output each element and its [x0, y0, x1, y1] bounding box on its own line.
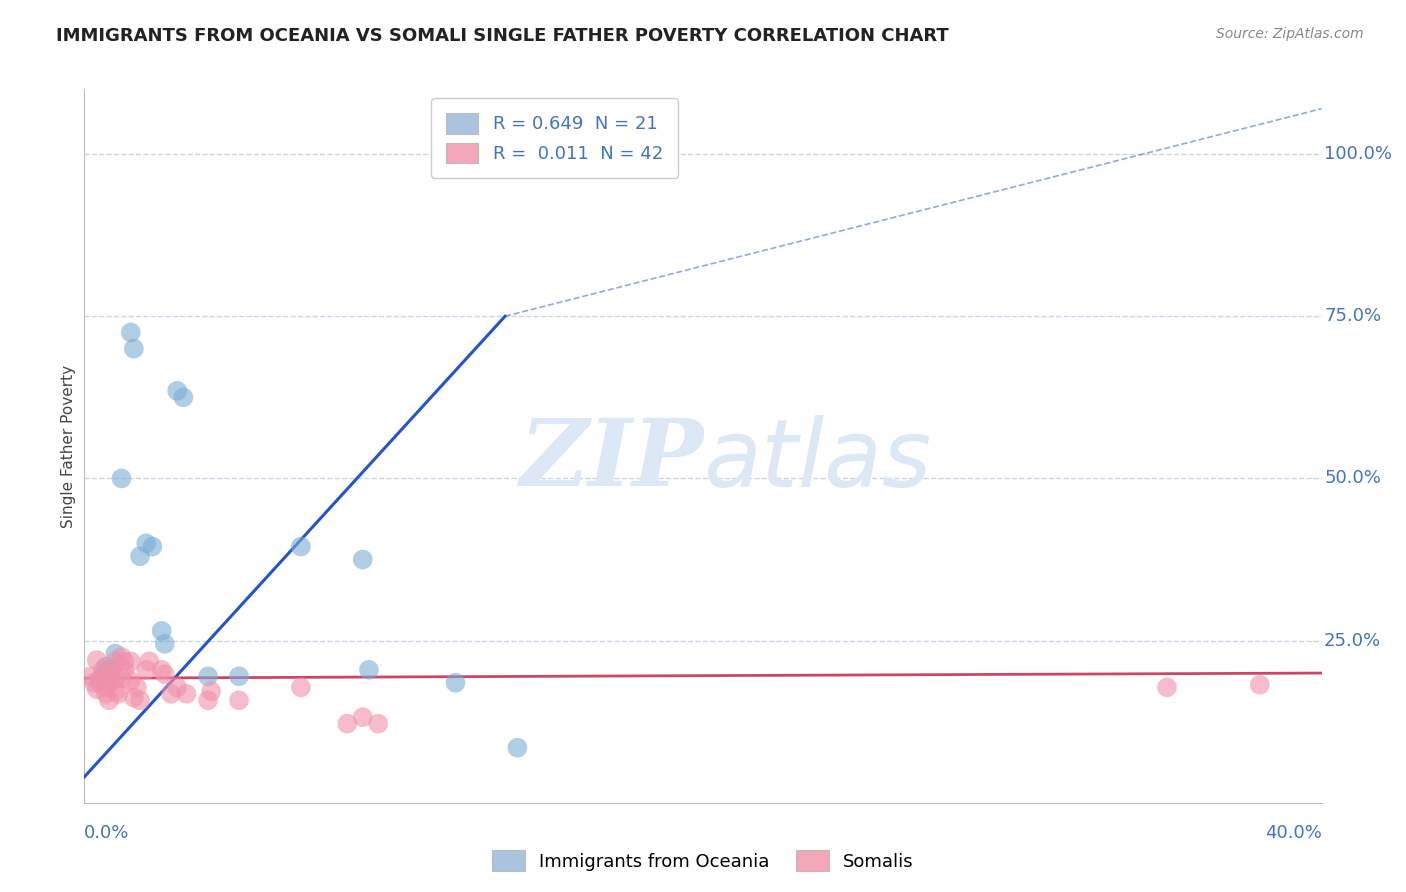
Y-axis label: Single Father Poverty: Single Father Poverty — [60, 365, 76, 527]
Point — [153, 667, 176, 681]
Text: ZIP: ZIP — [519, 416, 703, 505]
Point — [79, 669, 101, 683]
Point — [129, 693, 152, 707]
Point — [89, 673, 111, 687]
Text: 75.0%: 75.0% — [1324, 307, 1381, 326]
Point — [228, 693, 250, 707]
Point — [176, 687, 198, 701]
Point — [91, 669, 114, 683]
Text: 50.0%: 50.0% — [1324, 469, 1381, 487]
Point — [122, 342, 145, 356]
Point — [107, 687, 129, 701]
Point — [197, 693, 219, 707]
Point — [122, 690, 145, 705]
Point — [367, 716, 389, 731]
Point — [290, 681, 312, 695]
Point — [98, 663, 121, 677]
Text: 25.0%: 25.0% — [1324, 632, 1381, 649]
Text: Source: ZipAtlas.com: Source: ZipAtlas.com — [1216, 27, 1364, 41]
Point — [83, 675, 105, 690]
Point — [110, 671, 132, 685]
Text: atlas: atlas — [703, 415, 931, 506]
Point — [138, 654, 160, 668]
Point — [125, 681, 148, 695]
Point — [135, 663, 157, 677]
Point — [150, 624, 173, 638]
Point — [104, 654, 127, 668]
Text: 100.0%: 100.0% — [1324, 145, 1392, 163]
Point — [160, 687, 183, 701]
Point — [120, 326, 142, 340]
Point — [1249, 678, 1271, 692]
Point — [114, 663, 136, 677]
Point — [94, 687, 117, 701]
Point — [166, 384, 188, 398]
Text: 40.0%: 40.0% — [1265, 824, 1322, 842]
Point — [101, 673, 124, 688]
Point — [290, 540, 312, 554]
Text: 0.0%: 0.0% — [84, 824, 129, 842]
Point — [166, 681, 188, 695]
Point — [129, 549, 152, 564]
Point — [86, 682, 108, 697]
Point — [135, 536, 157, 550]
Point — [91, 663, 114, 677]
Point — [104, 671, 127, 685]
Point — [172, 390, 194, 404]
Point — [98, 693, 121, 707]
Legend: R = 0.649  N = 21, R =  0.011  N = 42: R = 0.649 N = 21, R = 0.011 N = 42 — [432, 98, 678, 178]
Point — [94, 659, 117, 673]
Point — [200, 684, 222, 698]
Point — [1156, 681, 1178, 695]
Point — [89, 675, 111, 690]
Point — [104, 684, 127, 698]
Point — [141, 540, 163, 554]
Point — [86, 653, 108, 667]
Point — [153, 637, 176, 651]
Point — [120, 673, 142, 688]
Point — [110, 649, 132, 664]
Text: IMMIGRANTS FROM OCEANIA VS SOMALI SINGLE FATHER POVERTY CORRELATION CHART: IMMIGRANTS FROM OCEANIA VS SOMALI SINGLE… — [56, 27, 949, 45]
Point — [98, 669, 121, 683]
Point — [101, 663, 124, 677]
Legend: Immigrants from Oceania, Somalis: Immigrants from Oceania, Somalis — [485, 843, 921, 879]
Point — [94, 681, 117, 695]
Point — [352, 552, 374, 566]
Point — [506, 740, 529, 755]
Point — [336, 716, 359, 731]
Point — [352, 710, 374, 724]
Point — [104, 647, 127, 661]
Point — [444, 675, 467, 690]
Point — [197, 669, 219, 683]
Point — [120, 654, 142, 668]
Point — [357, 663, 380, 677]
Point — [110, 471, 132, 485]
Point — [150, 663, 173, 677]
Point — [114, 654, 136, 668]
Point — [228, 669, 250, 683]
